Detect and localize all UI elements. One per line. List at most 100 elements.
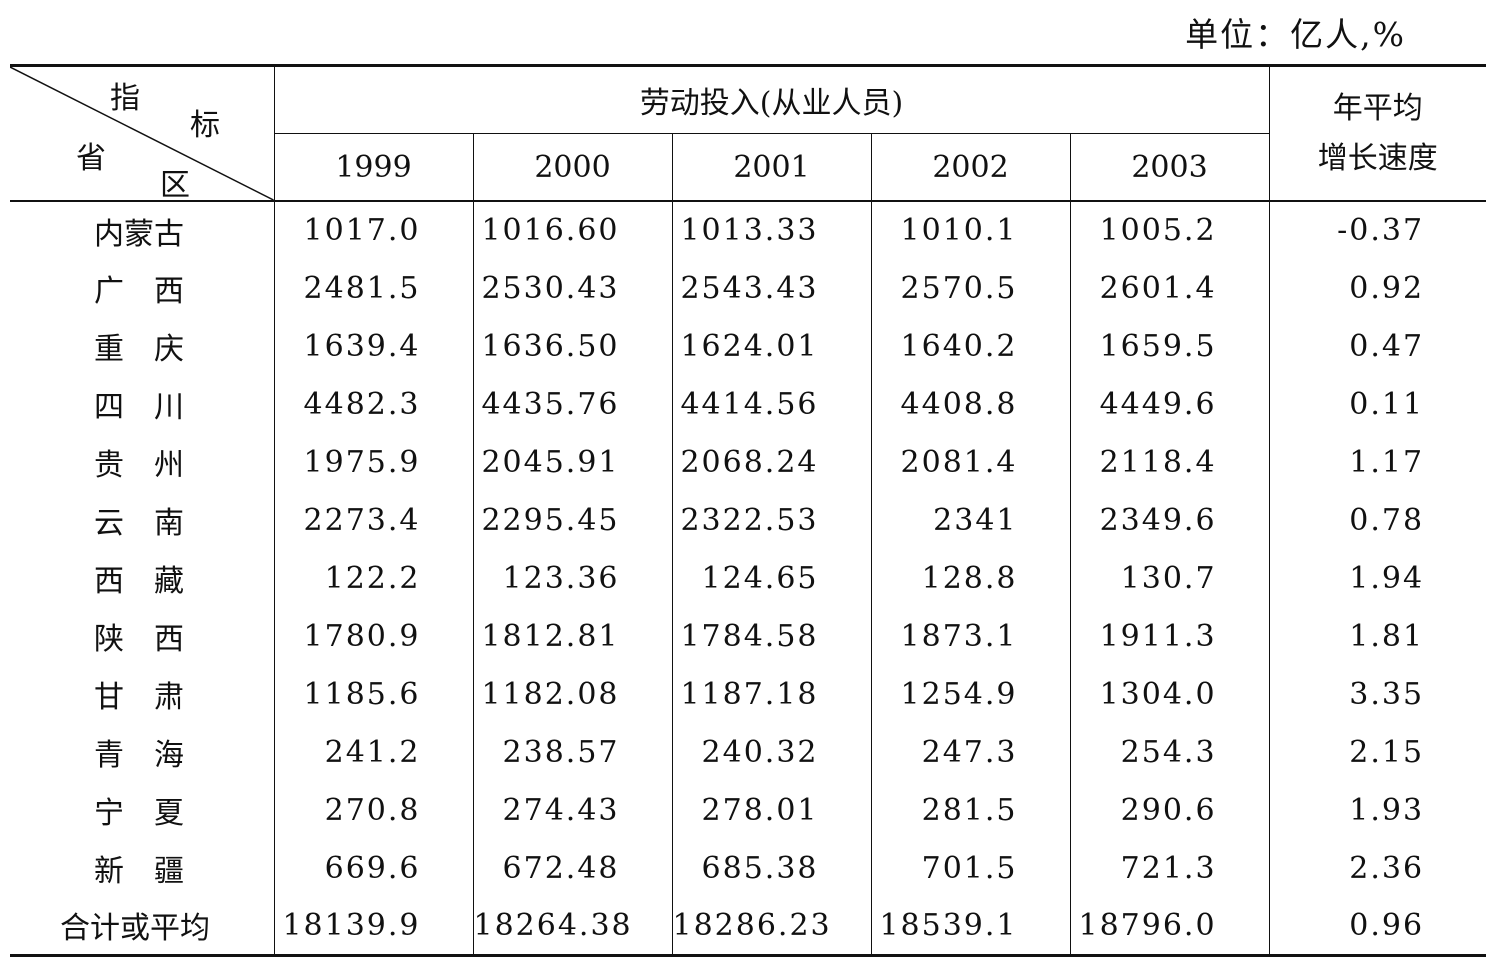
corner-label-province-2: 区	[160, 168, 190, 201]
value-cell: 2081.4	[871, 433, 1071, 491]
value-cell: 669.6	[274, 839, 474, 897]
value-cell: 2601.4	[1070, 259, 1270, 317]
corner-label-province-1: 省	[76, 141, 106, 176]
region-cell: 云 南	[10, 491, 275, 549]
header-corner-cell: 指 标 省 区	[10, 64, 275, 202]
value-cell: 2481.5	[274, 259, 474, 317]
value-cell: 1639.4	[274, 317, 474, 375]
year-header: 2002	[871, 133, 1071, 202]
value-cell: 1017.0	[274, 201, 474, 259]
value-cell: 247.3	[871, 723, 1071, 781]
table-row: 贵 州 1975.9 2045.91 2068.24 2081.4 2118.4 1.17	[10, 433, 1486, 491]
table-row: 甘 肃 1185.6 1182.08 1187.18 1254.9 1304.0 3.35	[10, 665, 1486, 723]
table-row: 陕 西 1780.9 1812.81 1784.58 1873.1 1911.3 1.81	[10, 607, 1486, 665]
growth-cell: -0.37	[1337, 213, 1425, 248]
value-cell: 1185.6	[274, 665, 474, 723]
value-cell: 1013.33	[672, 201, 872, 259]
value-cell: 2068.24	[672, 433, 872, 491]
region-cell: 内蒙古	[10, 201, 275, 259]
region-cell: 广 西	[10, 259, 275, 317]
year-header: 2001	[672, 133, 872, 202]
value-cell: 2322.53	[672, 491, 872, 549]
value-cell: 122.2	[274, 549, 474, 607]
value-cell: 128.8	[871, 549, 1071, 607]
value-cell: 2530.43	[473, 259, 673, 317]
value-cell: 18796.0	[1070, 897, 1270, 957]
table-row: 青 海 241.2 238.57 240.32 247.3 254.3 2.15	[10, 723, 1486, 781]
growth-cell: 3.35	[1349, 676, 1425, 712]
value-cell: 2543.43	[672, 259, 872, 317]
year-header: 2003	[1070, 133, 1270, 202]
value-cell: 685.38	[672, 839, 872, 897]
region-cell: 青 海	[10, 723, 275, 781]
value-cell: 1812.81	[473, 607, 673, 665]
value-cell: 290.6	[1070, 781, 1270, 839]
value-cell: 2341	[871, 491, 1071, 549]
unit-label: 单位：亿人,%	[1185, 15, 1406, 54]
growth-cell: 2.36	[1349, 850, 1425, 886]
value-cell: 4408.8	[871, 375, 1071, 433]
year-header: 2000	[473, 133, 673, 202]
growth-cell: 1.93	[1349, 792, 1425, 828]
value-cell: 1182.08	[473, 665, 673, 723]
value-cell: 1010.1	[871, 201, 1071, 259]
region-cell: 新 疆	[10, 839, 275, 897]
table-row: 四 川 4482.3 4435.76 4414.56 4408.8 4449.6 0.11	[10, 375, 1486, 433]
value-cell: 1873.1	[871, 607, 1071, 665]
value-cell: 274.43	[473, 781, 673, 839]
group-header-labor-input: 劳动投入(从业人员)	[274, 64, 1270, 134]
value-cell: 4482.3	[274, 375, 474, 433]
growth-cell: 0.78	[1349, 502, 1425, 538]
value-cell: 1304.0	[1070, 665, 1270, 723]
table-row: 重 庆 1639.4 1636.50 1624.01 1640.2 1659.5 0.47	[10, 317, 1486, 375]
growth-rate-header: 年平均 增长速度	[1269, 64, 1487, 202]
value-cell: 1254.9	[871, 665, 1071, 723]
value-cell: 2295.45	[473, 491, 673, 549]
value-cell: 238.57	[473, 723, 673, 781]
value-cell: 1659.5	[1070, 317, 1270, 375]
value-cell: 4414.56	[672, 375, 872, 433]
region-cell: 西 藏	[10, 549, 275, 607]
growth-header-line-1: 年平均	[1332, 90, 1423, 126]
value-cell: 1636.50	[473, 317, 673, 375]
value-cell: 2570.5	[871, 259, 1071, 317]
table-row: 西 藏 122.2 123.36 124.65 128.8 130.7 1.94	[10, 549, 1486, 607]
table-row: 新 疆 669.6 672.48 685.38 701.5 721.3 2.36	[10, 839, 1486, 897]
value-cell: 1016.60	[473, 201, 673, 259]
table-row: 合计或平均 18139.9 18264.38 18286.23 18539.1 18796…	[10, 897, 1487, 957]
table-row: 云 南 2273.4 2295.45 2322.53 2341 2349.6 0.78	[10, 491, 1486, 549]
value-cell: 1640.2	[871, 317, 1071, 375]
corner-diagonal-line	[11, 68, 273, 200]
region-cell: 贵 州	[10, 433, 275, 491]
value-cell: 672.48	[473, 839, 673, 897]
corner-label-indicator-1: 指	[110, 81, 140, 116]
value-cell: 18286.23	[672, 897, 872, 957]
value-cell: 123.36	[473, 549, 673, 607]
growth-cell: 0.92	[1349, 270, 1425, 306]
value-cell: 18539.1	[871, 897, 1071, 957]
table-row: 内蒙古 1017.0 1016.60 1013.33 1010.1 1005.2 -0.37	[10, 201, 1486, 259]
growth-cell: 1.81	[1349, 618, 1425, 654]
region-cell: 宁 夏	[10, 781, 275, 839]
value-cell: 2118.4	[1070, 433, 1270, 491]
region-cell: 甘 肃	[10, 665, 275, 723]
value-cell: 124.65	[672, 549, 872, 607]
value-cell: 1187.18	[672, 665, 872, 723]
value-cell: 1005.2	[1070, 201, 1270, 259]
value-cell: 1975.9	[274, 433, 474, 491]
region-cell: 陕 西	[10, 607, 275, 665]
value-cell: 2045.91	[473, 433, 673, 491]
value-cell: 270.8	[274, 781, 474, 839]
table-row: 广 西 2481.5 2530.43 2543.43 2570.5 2601.4 0.92	[10, 259, 1486, 317]
year-header: 1999	[274, 133, 474, 202]
growth-cell: 0.47	[1349, 328, 1425, 364]
value-cell: 254.3	[1070, 723, 1270, 781]
growth-cell: 0.11	[1349, 386, 1425, 422]
labor-input-table: 指 标 省 区 劳动投入(从业人员) 年平均 增长速度 1999 2000 2001…	[10, 64, 1487, 957]
value-cell: 130.7	[1070, 549, 1270, 607]
value-cell: 1911.3	[1070, 607, 1270, 665]
region-cell: 四 川	[10, 375, 275, 433]
growth-header-line-2: 增长速度	[1317, 140, 1438, 176]
corner-label-indicator-2: 标	[190, 108, 220, 143]
table-row: 宁 夏 270.8 274.43 278.01 281.5 290.6 1.93	[10, 781, 1486, 839]
